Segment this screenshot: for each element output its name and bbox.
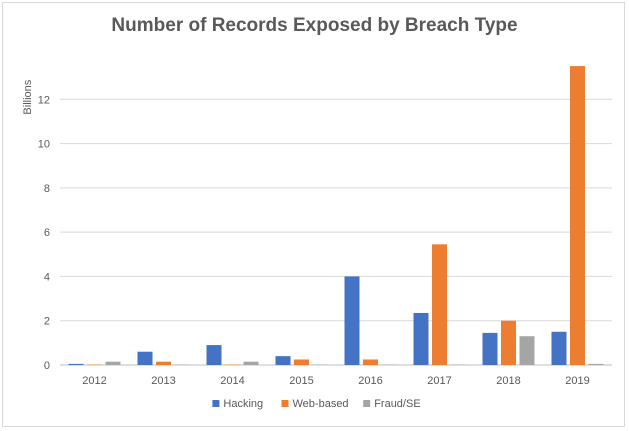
bar-web-based-2018 xyxy=(501,320,516,365)
legend-swatch xyxy=(281,400,289,407)
bar-fraud-se-2019 xyxy=(588,363,604,365)
bar-web-based-2017 xyxy=(432,244,447,365)
bar-hacking-2019 xyxy=(551,331,567,365)
bar-hacking-2018 xyxy=(482,332,498,365)
bar-hacking-2015 xyxy=(275,356,291,365)
bars xyxy=(68,66,604,366)
y-tick-label: 8 xyxy=(44,183,50,195)
x-tick-label: 2012 xyxy=(82,375,106,387)
y-tick-label: 12 xyxy=(38,94,50,106)
bar-hacking-2014 xyxy=(206,345,222,365)
y-tick-label: 0 xyxy=(44,360,50,372)
bar-web-based-2015 xyxy=(294,359,309,365)
bar-web-based-2013 xyxy=(156,361,171,365)
legend-label: Hacking xyxy=(223,398,263,410)
legend-swatch xyxy=(212,400,220,407)
bar-web-based-2016 xyxy=(363,359,378,365)
bar-hacking-2017 xyxy=(413,312,429,365)
x-tick-label: 2017 xyxy=(427,375,451,387)
bar-hacking-2016 xyxy=(344,276,360,365)
axes: 0 2 4 6 8 10 12 Billions 2012 2013 2014 2015 2016 201… xyxy=(22,79,590,387)
bar-hacking-2012 xyxy=(68,363,84,365)
x-tick-label: 2019 xyxy=(565,375,589,387)
legend-label: Fraud/SE xyxy=(374,398,420,410)
x-tick-label: 2013 xyxy=(151,375,175,387)
bar-fraud-se-2014 xyxy=(243,361,259,365)
x-tick-label: 2016 xyxy=(358,375,382,387)
y-tick-label: 6 xyxy=(44,227,50,239)
y-axis-title: Billions xyxy=(22,79,34,114)
chart-title: Number of Records Exposed by Breach Type xyxy=(111,15,518,36)
legend: Hacking Web-based Fraud/SE xyxy=(212,398,421,410)
bar-fraud-se-2012 xyxy=(105,361,121,365)
bar-hacking-2013 xyxy=(137,351,153,365)
legend-label: Web-based xyxy=(293,398,349,410)
y-tick-label: 4 xyxy=(44,271,50,283)
x-tick-label: 2015 xyxy=(289,375,313,387)
x-tick-label: 2014 xyxy=(220,375,244,387)
bar-fraud-se-2018 xyxy=(519,336,535,365)
bar-web-based-2019 xyxy=(570,66,585,366)
x-tick-label: 2018 xyxy=(496,375,520,387)
y-tick-label: 2 xyxy=(44,316,50,328)
legend-swatch xyxy=(363,400,371,407)
y-tick-label: 10 xyxy=(38,139,50,151)
gridlines xyxy=(60,98,612,366)
